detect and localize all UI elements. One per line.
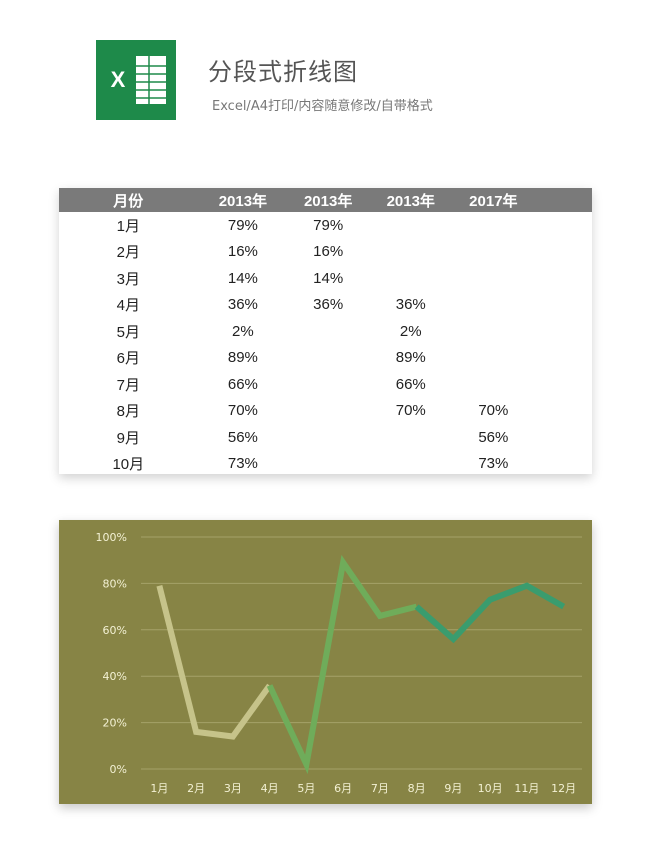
- value-cell: [288, 398, 368, 425]
- value-cell: [368, 424, 453, 451]
- month-cell: 2月: [116, 244, 140, 262]
- table-row: 8月 70% 70% 70%: [59, 398, 592, 425]
- value-cell: [453, 371, 533, 398]
- value-cell: [453, 345, 533, 372]
- value-cell: 89%: [227, 349, 258, 367]
- table-row: 7月 66% 66%: [59, 371, 592, 398]
- month-cell: 8月: [116, 403, 140, 421]
- logo-grid: [136, 56, 166, 104]
- value-cell: 79%: [313, 216, 344, 234]
- value-cell: 56%: [227, 428, 258, 446]
- chart-canvas: 0% 20% 40% 60% 80% 100% 1月 2月 3月 4月 5月 6月 7月 8月 9月 10月 1…: [96, 531, 582, 795]
- value-cell: [453, 265, 533, 292]
- value-cell: 70%: [395, 402, 426, 420]
- excel-logo-icon: X: [96, 40, 176, 120]
- value-cell: [368, 212, 453, 239]
- value-cell: 70%: [478, 402, 509, 420]
- table-row: 3月 14% 14%: [59, 265, 592, 292]
- table-row: 9月 56% 56%: [59, 424, 592, 451]
- value-cell: 73%: [227, 455, 258, 473]
- value-cell: 79%: [227, 216, 258, 234]
- value-cell: [288, 371, 368, 398]
- table-row: 1月 79% 79%: [59, 212, 592, 239]
- value-cell: 14%: [227, 269, 258, 287]
- x-tick-label: 12月: [551, 782, 576, 795]
- value-cell: 36%: [395, 296, 426, 314]
- page-subtitle: Excel/A4打印/内容随意修改/自带格式: [212, 99, 433, 114]
- logo-letter: X: [111, 67, 126, 92]
- line-chart: 0% 20% 40% 60% 80% 100% 1月 2月 3月 4月 5月 6月 7月 8月 9月 10月 1…: [59, 520, 592, 804]
- y-tick-label: 0%: [110, 763, 127, 776]
- x-tick-label: 4月: [261, 782, 279, 795]
- value-cell: 73%: [478, 455, 509, 473]
- value-cell: 89%: [395, 349, 426, 367]
- month-cell: 3月: [116, 270, 140, 288]
- value-cell: 16%: [313, 243, 344, 261]
- y-tick-label: 60%: [103, 624, 127, 637]
- logo-sheet: [136, 56, 166, 104]
- table-row: 4月 36% 36% 36%: [59, 292, 592, 319]
- y-tick-label: 20%: [103, 717, 127, 730]
- series-line-3: [414, 582, 566, 644]
- value-cell: [288, 318, 368, 345]
- x-tick-label: 3月: [224, 782, 242, 795]
- series-line-2: [266, 554, 418, 775]
- value-cell: 2%: [232, 322, 254, 340]
- table-body: 1月 79% 79% 2月 16% 16% 3月 14% 14% 4月 36% 36% 36% 5月 2% 2…: [59, 212, 592, 477]
- value-cell: [453, 212, 533, 239]
- value-cell: [453, 318, 533, 345]
- table-row: 2月 16% 16%: [59, 239, 592, 266]
- value-cell: [368, 239, 453, 266]
- data-table-panel: 月份 2013年 2013年 2013年 2017年 1月 79% 79% 2月 16%…: [59, 188, 592, 474]
- month-cell: 1月: [116, 217, 140, 235]
- value-cell: [453, 292, 533, 319]
- y-tick-label: 80%: [103, 577, 127, 590]
- value-cell: 70%: [227, 402, 258, 420]
- series-line-1: [156, 584, 273, 740]
- table-header-row: 月份 2013年 2013年 2013年 2017年: [59, 188, 592, 212]
- x-tick-label: 8月: [408, 782, 426, 795]
- value-cell: 2%: [399, 322, 422, 340]
- value-cell: [288, 424, 368, 451]
- table-row: 5月 2% 2%: [59, 318, 592, 345]
- column-header: 2017年: [469, 192, 518, 210]
- x-tick-label: 9月: [444, 782, 462, 795]
- column-header: 2013年: [386, 192, 435, 210]
- x-tick-label: 7月: [371, 782, 389, 795]
- value-cell: 36%: [313, 296, 344, 314]
- value-cell: 66%: [395, 375, 426, 393]
- month-cell: 5月: [116, 323, 140, 341]
- y-tick-label: 40%: [103, 670, 127, 683]
- value-cell: 56%: [478, 428, 509, 446]
- y-tick-label: 100%: [96, 531, 127, 544]
- x-tick-label: 6月: [334, 782, 352, 795]
- value-cell: [368, 265, 453, 292]
- x-tick-label: 5月: [297, 782, 315, 795]
- month-cell: 7月: [116, 376, 140, 394]
- x-tick-label: 10月: [478, 782, 503, 795]
- x-tick-label: 1月: [150, 782, 168, 795]
- table-row: 6月 89% 89%: [59, 345, 592, 372]
- value-cell: 14%: [313, 269, 344, 287]
- data-table: 月份 2013年 2013年 2013年 2017年 1月 79% 79% 2月 16%…: [59, 188, 592, 477]
- value-cell: [288, 345, 368, 372]
- x-tick-label: 2月: [187, 782, 205, 795]
- column-header: 2013年: [303, 192, 353, 210]
- page-title: 分段式折线图: [208, 58, 358, 86]
- x-tick-label: 11月: [514, 782, 539, 795]
- column-header: 2013年: [218, 192, 268, 210]
- value-cell: 36%: [227, 296, 258, 314]
- month-cell: 9月: [116, 429, 140, 447]
- table-row: 10月 73% 73%: [59, 451, 592, 478]
- month-cell: 6月: [116, 350, 140, 368]
- value-cell: 16%: [227, 243, 258, 261]
- value-cell: [288, 451, 368, 478]
- month-cell: 10月: [112, 456, 145, 474]
- value-cell: 66%: [227, 375, 258, 393]
- value-cell: [368, 451, 453, 478]
- value-cell: [453, 239, 533, 266]
- month-cell: 4月: [116, 297, 140, 315]
- column-header: 月份: [113, 192, 144, 210]
